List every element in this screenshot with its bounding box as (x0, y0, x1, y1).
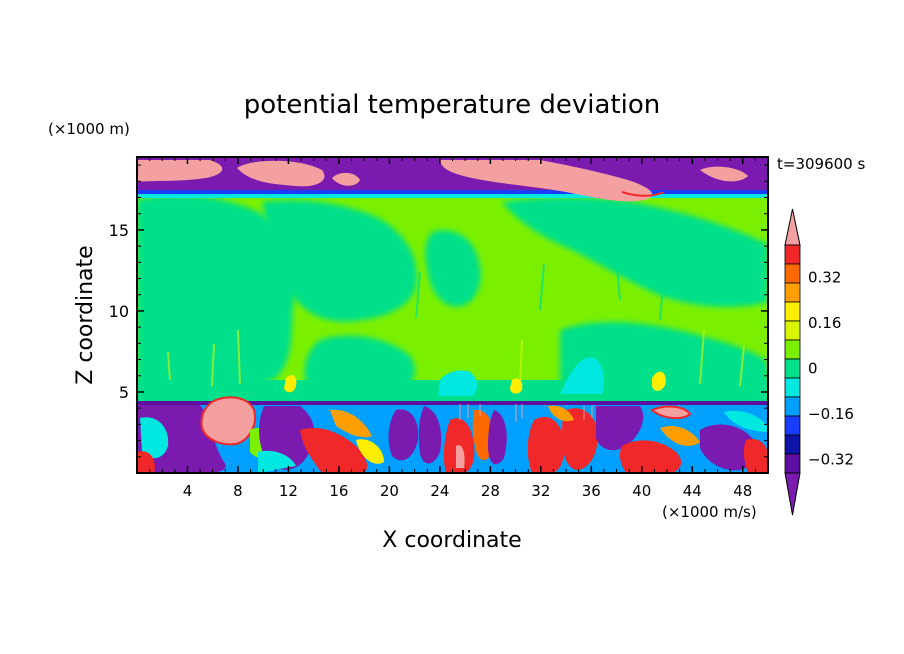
middle-green-blob-4 (425, 230, 481, 307)
middle-green-streaks (317, 249, 665, 321)
upper-pink-patch-4 (440, 160, 653, 202)
lower-red-right-2 (562, 408, 598, 470)
x-tick-label: 24 (430, 482, 449, 500)
x-tick-label: 48 (733, 482, 752, 500)
lower-purple-center (488, 410, 507, 465)
colorbar-segment (784, 396, 801, 417)
lower-orange-1 (330, 409, 372, 438)
colorbar-bottom-arrow (784, 472, 801, 516)
colorbar-segment (784, 453, 801, 474)
colorbar (784, 208, 801, 516)
colorbar-segment (784, 320, 801, 341)
lower-red-right-1 (527, 416, 565, 473)
colorbar-top-arrow (784, 208, 801, 246)
colorbar-segment (784, 415, 801, 436)
middle-yellow-spot-2 (652, 371, 666, 391)
upper-pink-patch-5 (700, 166, 748, 182)
x-tick-label: 44 (683, 482, 702, 500)
lower-yellow-1 (356, 439, 384, 464)
middle-green-blob-5 (560, 322, 768, 392)
lower-orange-right-2 (660, 425, 700, 446)
lower-purple-mid-3 (418, 406, 442, 464)
lower-pink-blob-left (200, 396, 256, 446)
colorbar-segment (784, 282, 801, 303)
x-axis-label: X coordinate (382, 528, 521, 553)
lower-pink-center (456, 445, 465, 468)
x-tick-label: 40 (632, 482, 651, 500)
lower-cyan-left (140, 417, 169, 459)
x-tick-label: 12 (279, 482, 298, 500)
middle-green-blob-1 (137, 195, 298, 392)
lower-orange-right (548, 405, 574, 422)
y-axis-label: Z coordinate (73, 245, 98, 384)
colorbar-segment (784, 358, 801, 379)
lower-red-right-3 (619, 440, 682, 473)
colorbar-tick-label: −0.16 (808, 405, 854, 423)
x-tick-label: 4 (183, 482, 193, 500)
upper-band (137, 157, 768, 202)
colorbar-tick-label: 0 (808, 360, 818, 378)
middle-cyan-plume-1 (438, 370, 478, 396)
x-tick-label: 32 (531, 482, 550, 500)
lower-cyan-mid (258, 450, 296, 473)
lower-red-far-right (743, 438, 768, 473)
colorbar-segment (784, 244, 801, 265)
chart-title: potential temperature deviation (244, 90, 660, 120)
upper-transition-cyan (137, 194, 768, 198)
colorbar-segment (784, 263, 801, 284)
lower-purple-right-2 (700, 424, 757, 471)
x-axis-ticks: 4 8 12 16 20 24 28 32 36 40 44 48 (183, 157, 752, 500)
middle-cyan-plume-2 (560, 357, 604, 394)
colorbar-tick-label: 0.16 (808, 314, 841, 332)
y-tick-label: 5 (119, 383, 129, 402)
y-tick-label: 15 (109, 221, 129, 240)
upper-pink-patch-3 (332, 172, 360, 186)
middle-region (137, 195, 768, 402)
lower-top-purple-line (137, 401, 768, 405)
upper-pink-patch-1 (137, 160, 223, 182)
middle-lightgreen-streaks (167, 329, 745, 387)
lower-pink-right (650, 405, 692, 420)
lower-band (137, 396, 768, 473)
colorbar-segment (784, 377, 801, 398)
y-tick-label: 10 (109, 302, 129, 321)
upper-red-edge (621, 191, 665, 197)
upper-transition-blue (137, 190, 768, 194)
colorbar-tick-label: 0.32 (808, 268, 841, 286)
middle-green-blob-3 (502, 197, 768, 307)
lower-purple-right-1 (596, 406, 644, 451)
x-tick-label: 28 (481, 482, 500, 500)
colorbar-tick-labels: 0.32 0.16 0 −0.16 −0.32 (808, 268, 854, 468)
plot-area (137, 157, 768, 473)
colorbar-tick-label: −0.32 (808, 451, 854, 469)
colorbar-segment (784, 301, 801, 322)
x-unit-label: (×1000 m/s) (662, 503, 757, 521)
lower-red-left (137, 451, 155, 473)
y-unit-label: (×1000 m) (48, 120, 130, 138)
middle-yellow-spot-1 (284, 375, 297, 393)
x-tick-label: 8 (233, 482, 243, 500)
colorbar-segment (784, 339, 801, 360)
x-tick-label: 36 (582, 482, 601, 500)
upper-pink-patch-2 (237, 160, 325, 187)
middle-green-blob-2 (262, 200, 417, 322)
y-axis-ticks: 5 10 15 (109, 221, 768, 402)
y-axis-minor-ticks (137, 164, 768, 458)
x-axis-minor-ticks (149, 157, 756, 473)
lower-purple-mid-2 (388, 409, 419, 461)
middle-green-blob-6 (304, 335, 415, 392)
lower-cyan-right (724, 410, 768, 432)
colorbar-segment (784, 434, 801, 455)
time-label: t=309600 s (777, 155, 865, 173)
lower-vertical-streaks (459, 404, 593, 422)
x-tick-label: 20 (380, 482, 399, 500)
x-tick-label: 16 (329, 482, 348, 500)
lower-red-band-1 (300, 427, 368, 473)
